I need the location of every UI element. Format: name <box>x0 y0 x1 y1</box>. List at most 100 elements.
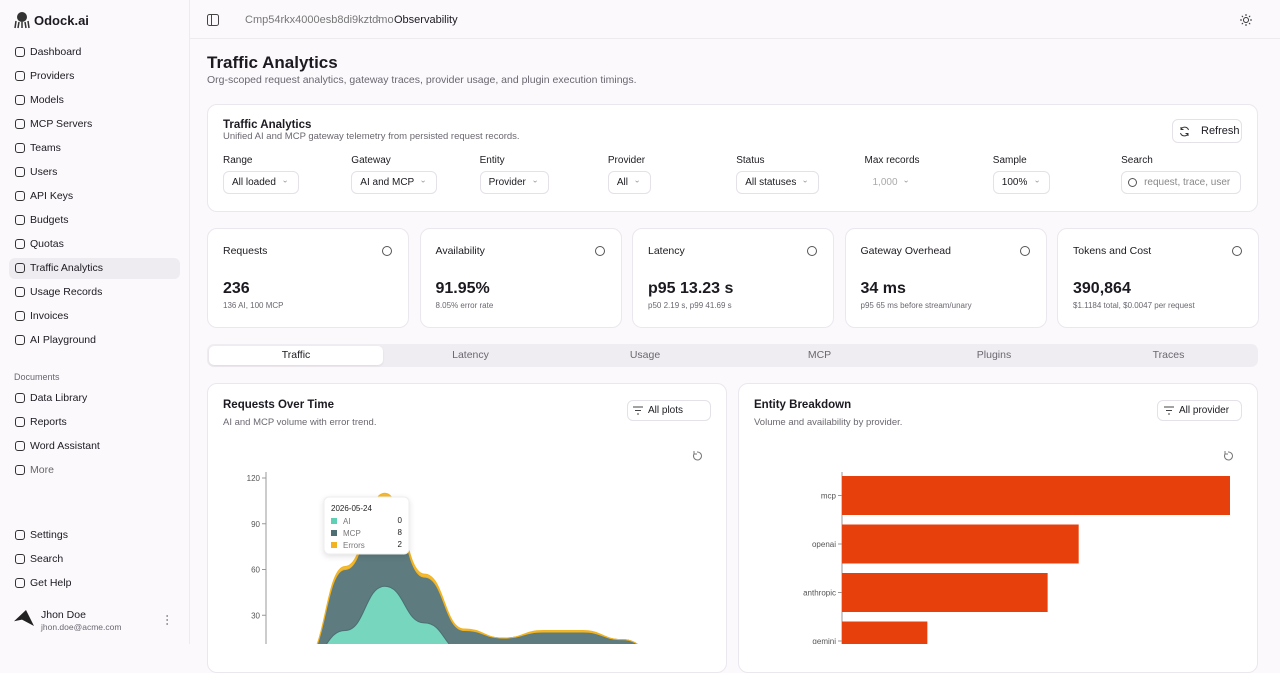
filter-icons <box>633 406 1174 415</box>
filter-select[interactable]: All loaded <box>223 171 299 194</box>
filter-select[interactable]: All statuses <box>736 171 820 194</box>
user-email: jhon.doe@acme.com <box>41 622 122 632</box>
entity-filter[interactable]: All provider <box>1157 400 1242 421</box>
tooltip-swatch <box>331 542 337 548</box>
y-tick-label: 30 <box>251 611 260 620</box>
y-tick-label: 60 <box>251 566 260 575</box>
chevron: › <box>1032 180 1042 183</box>
nav-icon <box>15 393 25 403</box>
chevron: › <box>419 180 429 183</box>
tooltip-swatch <box>331 530 337 536</box>
theme-toggle[interactable] <box>1240 14 1252 26</box>
chevron: › <box>901 180 911 183</box>
nav-item[interactable]: Traffic Analytics <box>30 262 103 274</box>
nav-item[interactable]: Reports <box>30 416 67 428</box>
tab[interactable]: Latency <box>452 349 489 361</box>
kpi-icon <box>382 246 392 256</box>
filter-select[interactable]: request, trace, user <box>1121 171 1242 194</box>
tab[interactable]: Plugins <box>976 349 1012 361</box>
y-tick-label: 120 <box>247 474 261 483</box>
filter-select[interactable]: All <box>607 171 652 194</box>
filter-select[interactable]: Provider <box>479 171 549 194</box>
nav-icon <box>15 143 25 153</box>
nav-item[interactable]: Dashboard <box>30 46 82 58</box>
reset-icons <box>693 451 1233 461</box>
breadcrumb-current: Observability <box>394 14 458 26</box>
kpi-card <box>1057 228 1259 328</box>
y-tick-label: gemini <box>812 637 836 644</box>
tab[interactable]: Traces <box>1152 349 1185 361</box>
page: Odock.ai Cmp54rkx4000esb8di9kztdmo › Obs… <box>9 0 1280 673</box>
tab[interactable]: MCP <box>807 349 832 361</box>
plot-filter[interactable]: All plots <box>627 400 711 421</box>
nav-item[interactable]: Teams <box>30 142 61 154</box>
nav-icon <box>15 71 25 81</box>
nav-item[interactable]: Data Library <box>30 392 88 404</box>
filter-label: Range <box>223 155 253 166</box>
nav-item[interactable]: Providers <box>30 70 75 82</box>
filter-select[interactable]: AI and MCP <box>351 171 438 194</box>
nav-item[interactable]: Settings <box>30 529 68 541</box>
kpi-icon <box>1019 246 1030 256</box>
kpi-note: 8.05% error rate <box>435 301 494 310</box>
filter-label: Provider <box>607 155 646 166</box>
kpi-label: Availability <box>435 245 485 257</box>
nav-icon <box>15 47 25 57</box>
page-subtitle: Org-scoped request analytics, gateway tr… <box>207 74 637 86</box>
kpi-label: Latency <box>648 245 685 257</box>
kpi-note: p95 65 ms before stream/unary <box>860 301 972 310</box>
chart-subtitle: AI and MCP volume with error trend. <box>223 417 377 428</box>
kpi-note: 136 AI, 100 MCP <box>223 301 284 310</box>
y-tick-label: mcp <box>821 492 837 501</box>
nav-icon <box>15 287 25 297</box>
tab-bar <box>207 344 1258 367</box>
chart-subtitle: Volume and availability by provider. <box>754 417 903 428</box>
nav-item[interactable]: AI Playground <box>30 334 96 346</box>
nav-icon <box>15 465 25 475</box>
nav-item[interactable]: Users <box>30 166 58 178</box>
nav-icon <box>15 119 25 129</box>
nav-item[interactable]: Get Help <box>30 577 72 589</box>
chevron: › <box>801 180 811 183</box>
sidebar-toggle[interactable] <box>207 14 219 26</box>
breadcrumb-org[interactable]: Cmp54rkx4000esb8di9kztdmo <box>245 14 394 26</box>
kpi-value: 91.95% <box>435 280 490 297</box>
filter-label: Max records <box>864 155 920 166</box>
filter-select[interactable]: 100% <box>992 171 1051 194</box>
nav-item[interactable]: Models <box>30 94 64 106</box>
nav-icon <box>15 441 25 451</box>
filter-title: Traffic Analytics <box>223 119 312 131</box>
nav-icon <box>15 95 25 105</box>
nav-icon <box>15 215 25 225</box>
nav-item[interactable]: API Keys <box>30 190 74 202</box>
nav-icon <box>15 530 25 540</box>
nav-icon <box>15 191 25 201</box>
nav-icon <box>15 311 25 321</box>
kpi-value: 236 <box>223 280 250 297</box>
nav-item[interactable]: Budgets <box>30 214 69 226</box>
user-name: Jhon Doe <box>41 609 86 621</box>
nav-item[interactable]: Quotas <box>30 238 64 250</box>
filter-select[interactable]: 1,000 <box>872 177 898 188</box>
kpi-label: Requests <box>223 245 268 257</box>
nav-item[interactable]: More <box>30 464 54 476</box>
tab[interactable]: Usage <box>629 349 661 361</box>
refresh-label: Refresh <box>1201 125 1240 137</box>
plot-filter-label: All plots <box>648 405 684 416</box>
kpi-value: 34 ms <box>860 280 906 297</box>
nav-icon <box>15 239 25 249</box>
nav-item[interactable]: Search <box>30 553 64 565</box>
nav-item[interactable]: MCP Servers <box>30 118 93 130</box>
nav-item[interactable]: Invoices <box>30 310 69 322</box>
user-menu[interactable]: ··· <box>161 614 175 626</box>
nav-item[interactable]: Word Assistant <box>30 440 100 452</box>
page-title: Traffic Analytics <box>207 53 338 72</box>
refresh-button[interactable]: Refresh <box>1172 119 1242 143</box>
filter-label: Search <box>1121 155 1153 166</box>
chart-title: Requests Over Time <box>223 399 335 411</box>
chevron: › <box>280 180 290 183</box>
nav-item[interactable]: Usage Records <box>30 286 103 298</box>
tooltip-name: MCP <box>343 529 361 538</box>
kpi-label: Tokens and Cost <box>1073 245 1152 257</box>
tab[interactable]: Traffic <box>281 349 311 361</box>
